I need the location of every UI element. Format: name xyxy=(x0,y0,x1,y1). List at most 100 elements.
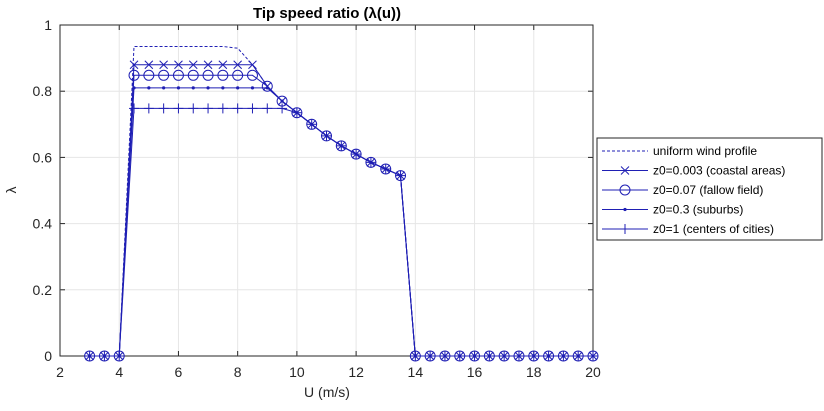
legend-label: z0=0.003 (coastal areas) xyxy=(653,164,785,178)
data-point xyxy=(277,103,288,114)
data-point xyxy=(191,86,195,90)
series-layer xyxy=(84,46,599,362)
data-point xyxy=(365,157,376,168)
data-point xyxy=(203,103,214,114)
data-point xyxy=(158,69,170,81)
data-point xyxy=(128,69,140,81)
data-point xyxy=(543,351,554,361)
data-point xyxy=(143,69,155,81)
data-point xyxy=(336,140,347,151)
data-point xyxy=(159,60,168,70)
x-marker-stroke xyxy=(233,60,243,70)
x-tick-label: 18 xyxy=(526,364,542,380)
x-marker-stroke xyxy=(620,166,630,175)
data-point xyxy=(188,60,198,70)
data-point xyxy=(174,60,183,70)
data-point xyxy=(395,170,406,181)
data-point xyxy=(203,60,213,70)
data-point xyxy=(513,351,524,361)
data-point xyxy=(114,351,125,361)
data-point xyxy=(261,80,273,92)
data-point xyxy=(202,69,214,81)
data-point xyxy=(321,130,332,141)
data-point xyxy=(143,103,154,114)
data-point xyxy=(188,103,199,114)
legend-entry: uniform wind profile xyxy=(602,144,757,158)
legend-entry: z0=0.07 (fallow field) xyxy=(602,183,763,197)
data-point xyxy=(246,69,258,81)
data-point xyxy=(262,103,273,114)
data-point xyxy=(217,103,228,114)
chart-title: Tip speed ratio (λ(u)) xyxy=(253,5,401,22)
y-tick-label: 0 xyxy=(44,348,52,364)
data-point xyxy=(351,149,362,160)
data-point xyxy=(158,103,169,114)
data-point xyxy=(187,69,199,81)
x-tick-label: 20 xyxy=(585,364,601,380)
series-4 xyxy=(84,103,598,361)
data-point xyxy=(291,107,302,118)
data-point xyxy=(173,103,184,114)
legend-label: z0=0.3 (suburbs) xyxy=(653,203,743,217)
data-point xyxy=(144,60,154,70)
y-tick-label: 1 xyxy=(44,17,52,33)
data-point xyxy=(248,60,257,70)
data-point xyxy=(99,351,110,361)
legend-box xyxy=(596,137,823,241)
y-tick-label: 0.2 xyxy=(33,282,53,298)
x-marker-stroke xyxy=(203,60,213,70)
data-point xyxy=(218,60,228,70)
legend-entry: z0=1 (centers of cities) xyxy=(602,222,774,236)
x-tick-label: 10 xyxy=(289,364,305,380)
data-point xyxy=(588,351,598,361)
x-tick-label: 4 xyxy=(115,364,123,380)
data-point xyxy=(306,119,317,130)
data-point xyxy=(484,351,495,361)
x-marker-stroke xyxy=(248,60,257,70)
data-point xyxy=(129,103,140,114)
data-point xyxy=(132,86,136,90)
legend-marker xyxy=(623,207,627,212)
x-tick-label: 14 xyxy=(408,364,424,380)
x-marker-stroke xyxy=(144,60,154,70)
data-point xyxy=(84,351,95,361)
data-point xyxy=(217,69,229,81)
data-point xyxy=(499,351,510,361)
legend-marker xyxy=(620,166,630,175)
x-marker-stroke xyxy=(218,60,228,70)
y-tick-label: 0.6 xyxy=(33,149,53,165)
x-tick-label: 12 xyxy=(348,364,364,380)
x-marker-stroke xyxy=(129,60,139,70)
legend: uniform wind profile z0=0.003 (coastal ar… xyxy=(596,137,823,241)
x-marker-stroke xyxy=(188,60,198,70)
data-point xyxy=(573,351,584,361)
legend-marker xyxy=(620,224,630,234)
x-marker-stroke xyxy=(174,60,183,70)
data-point xyxy=(233,60,243,70)
data-point xyxy=(162,86,166,90)
data-point xyxy=(558,351,569,361)
y-tick-label: 0.8 xyxy=(33,83,53,99)
data-point xyxy=(232,103,243,114)
legend-label: z0=0.07 (fallow field) xyxy=(653,183,763,197)
data-point xyxy=(425,351,436,361)
x-axis-label: U (m/s) xyxy=(304,384,350,400)
data-point xyxy=(410,351,421,361)
x-tick-label: 2 xyxy=(56,364,64,380)
legend-label: z0=1 (centers of cities) xyxy=(653,222,774,236)
data-point xyxy=(528,351,539,361)
data-point xyxy=(232,69,244,81)
x-tick-label: 16 xyxy=(467,364,483,380)
data-point xyxy=(129,60,139,70)
data-point xyxy=(469,351,480,361)
data-point xyxy=(280,99,284,103)
legend-marker xyxy=(619,184,631,196)
data-point xyxy=(265,86,269,90)
data-point xyxy=(380,163,391,174)
data-point xyxy=(172,69,184,81)
data-point xyxy=(176,86,181,90)
data-point xyxy=(247,103,258,114)
x-tick-label: 6 xyxy=(175,364,183,380)
data-point xyxy=(147,86,151,90)
